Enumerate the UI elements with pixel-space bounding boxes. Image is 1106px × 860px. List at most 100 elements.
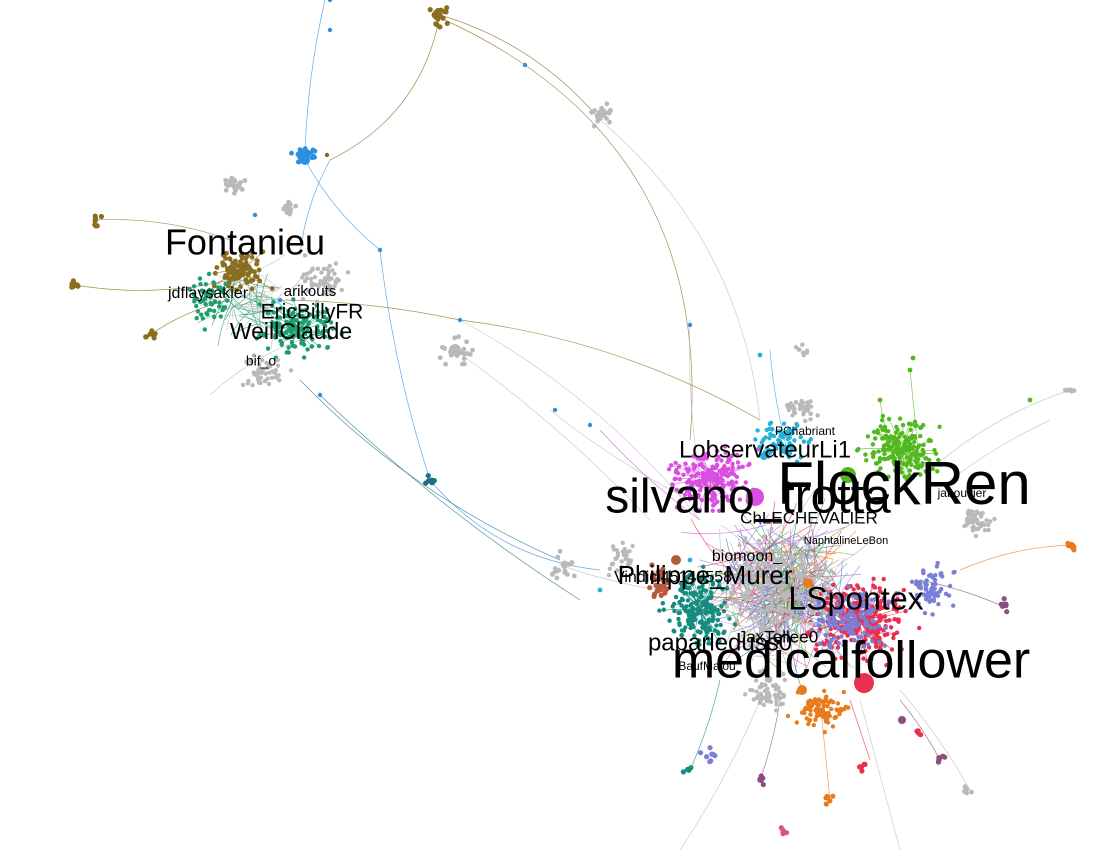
cluster-node [685,585,690,591]
node-label-chlechevalier: ChLECHEVALIER [740,508,878,527]
cluster-node [687,488,692,493]
cluster-node [332,283,337,289]
cluster-node [865,607,870,612]
bunch-node [942,754,948,760]
cluster-node [703,625,708,630]
cluster-node [249,254,255,260]
cluster-node [722,464,727,469]
cluster-node [733,573,738,578]
cluster-node [300,297,306,302]
cluster-node [800,619,805,624]
cluster-node [846,584,851,589]
cluster-node [779,593,784,598]
cluster-node [290,321,296,326]
cluster-node [799,578,804,583]
cluster-node [825,614,830,619]
cluster-node [892,457,897,463]
bunch-node [830,793,836,799]
cluster-node [725,604,729,609]
cluster-node [974,517,979,522]
cluster-node [849,627,855,632]
cluster-node [872,585,878,590]
cluster-node [786,593,791,598]
cluster-node [200,289,206,295]
cluster-node [220,288,225,293]
cluster-node [786,427,792,432]
cluster-node [792,447,797,452]
cluster-node [906,447,912,453]
cluster-node [910,475,915,481]
cluster-node [731,586,736,591]
cluster-node [756,620,761,625]
core-edge [749,571,793,617]
cluster-node [914,451,919,456]
cluster-node [315,313,320,318]
cluster-node [243,277,249,283]
cluster-node [227,256,233,262]
cluster-node [843,659,848,665]
cluster-node [248,359,254,364]
cluster-node [792,426,798,432]
cluster-node [778,691,783,696]
cluster-node [851,587,856,592]
cluster-node [918,472,923,477]
cluster-node [766,596,771,601]
cluster-node [345,270,351,275]
cluster-node [988,519,993,524]
cluster-node [330,326,336,331]
bridge-node [324,152,330,158]
cluster-node [821,590,826,595]
cluster-node [724,586,730,591]
bunch-node [462,361,467,367]
cluster-node [802,614,807,619]
cluster-node [321,321,326,327]
cluster-node [308,276,314,282]
cluster-node [800,552,805,556]
cluster-node [758,692,764,697]
cluster-node [893,447,898,452]
cluster-node [864,620,869,625]
cluster-node [614,568,620,573]
cluster-node [882,446,887,452]
cluster-node [778,576,783,581]
cluster-node [779,446,784,451]
cluster-node [780,586,784,591]
cluster-node [889,454,894,459]
bunch-node [1071,544,1077,550]
bunch-node [698,750,704,756]
cluster-node [719,458,724,463]
cluster-node [876,469,881,474]
cluster-node [249,250,255,255]
cluster-node [865,599,870,604]
bridge-edge [849,699,871,761]
cluster-node [817,641,823,646]
cluster-node [716,578,721,584]
cluster-node [777,429,783,434]
cluster-node [935,469,940,474]
cluster-node [776,627,781,632]
cluster-node [774,593,779,597]
cluster-node [758,625,763,630]
cluster-node [816,632,821,637]
left-core-edge [226,279,246,331]
cluster-node [758,699,763,705]
cluster-node [198,281,203,287]
cluster-node [813,622,818,627]
cluster-node [866,633,871,638]
cluster-node [620,540,625,545]
cluster-node [275,363,281,368]
cluster-node [212,308,217,314]
cluster-node [820,619,826,624]
cluster-node [207,308,213,313]
cluster-node [195,309,201,314]
cluster-node [217,304,222,309]
bunch-node [444,5,450,11]
bunch-node [567,561,573,567]
cluster-node [910,446,915,451]
cluster-node [316,330,322,335]
cluster-node [835,645,841,650]
bunch-node [595,118,601,124]
cluster-node [275,357,280,363]
cluster-node [679,603,684,608]
cluster-node [312,275,318,280]
